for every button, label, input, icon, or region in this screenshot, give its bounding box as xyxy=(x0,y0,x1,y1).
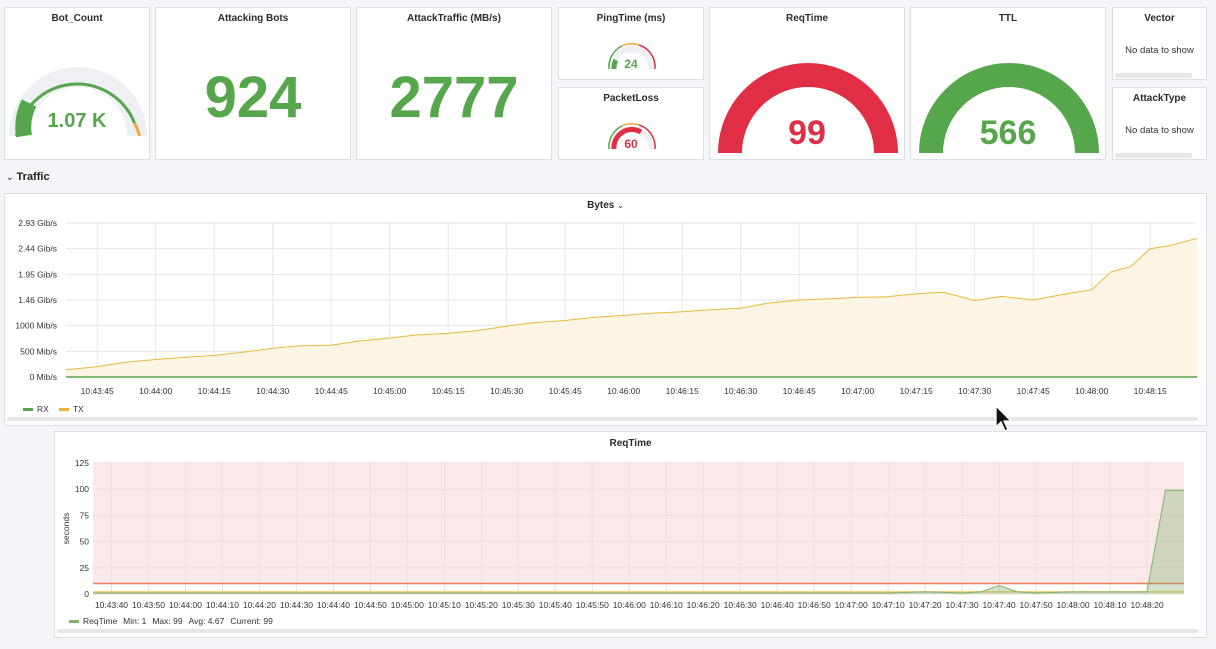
chevron-down-icon: ⌄ xyxy=(6,172,14,182)
attacking-bots-panel[interactable]: Attacking Bots 924 xyxy=(155,7,351,160)
legend-current: Current: 99 xyxy=(230,616,273,626)
req-time-panel[interactable]: ReqTime 99 xyxy=(709,7,905,160)
panel-title: Bot_Count xyxy=(51,13,103,24)
attack-traffic-panel[interactable]: AttackTraffic (MB/s) 2777 xyxy=(356,7,552,160)
panel-title: TTL xyxy=(998,13,1018,24)
legend-item-tx[interactable]: TX xyxy=(58,404,84,414)
packet-loss-value: 60 xyxy=(624,137,638,151)
no-data-message: No data to show xyxy=(1125,45,1194,56)
bot-count-panel[interactable]: Bot_Count 1.07 K xyxy=(4,7,150,160)
ttl-panel[interactable]: TTL 566 xyxy=(910,7,1106,160)
row-title-label: Traffic xyxy=(16,171,50,183)
bot-count-value: 1.07 K xyxy=(47,110,107,132)
bytes-title-label: Bytes xyxy=(587,200,615,211)
horizontal-scrollbar[interactable] xyxy=(1115,153,1192,158)
panel-title: AttackTraffic (MB/s) xyxy=(407,13,501,24)
panel-title: Vector xyxy=(1144,13,1175,24)
vector-panel[interactable]: Vector No data to show xyxy=(1112,7,1207,80)
req-time-gauge xyxy=(718,63,898,154)
chevron-down-icon: ⌄ xyxy=(617,201,624,210)
no-data-message: No data to show xyxy=(1125,125,1194,136)
horizontal-scrollbar[interactable] xyxy=(7,417,1198,421)
legend-item-rx[interactable]: RX xyxy=(23,404,49,414)
legend-max: Max: 99 xyxy=(152,616,183,626)
attack-type-panel[interactable]: AttackType No data to show xyxy=(1112,87,1207,160)
legend-min: Min: 1 xyxy=(123,616,147,626)
legend-swatch xyxy=(58,407,69,411)
ping-time-panel[interactable]: PingTime (ms) 24 xyxy=(558,7,704,80)
horizontal-scrollbar[interactable] xyxy=(1115,73,1192,78)
row-traffic[interactable]: ⌄ Traffic xyxy=(6,171,50,183)
packet-loss-panel[interactable]: PacketLoss 60 xyxy=(558,87,704,160)
packet-loss-gauge xyxy=(608,123,656,150)
bot-count-gauge xyxy=(9,67,147,138)
reqtime-legend: ReqTime Min: 1 Max: 99 Avg: 4.67 Current… xyxy=(69,616,283,626)
horizontal-scrollbar[interactable] xyxy=(57,629,1198,633)
legend-avg: Avg: 4.67 xyxy=(188,616,225,626)
legend-item-reqtime[interactable]: ReqTime Min: 1 Max: 99 Avg: 4.67 Current… xyxy=(69,616,273,626)
panel-title: PacketLoss xyxy=(603,93,659,104)
reqtime-graph-panel[interactable]: ReqTime ReqTime Min: 1 Max: 99 Avg: 4.67… xyxy=(54,431,1207,638)
legend-label: ReqTime xyxy=(83,616,118,626)
panel-title[interactable]: Bytes ⌄ xyxy=(5,200,1206,211)
attack-traffic-value: 2777 xyxy=(389,65,519,130)
attacking-bots-value: 924 xyxy=(204,65,302,130)
panel-title: ReqTime xyxy=(609,438,652,449)
bytes-legend: RX TX xyxy=(23,404,94,414)
panel-title: AttackType xyxy=(1132,93,1187,104)
mouse-cursor-icon xyxy=(995,405,1013,432)
req-time-value: 99 xyxy=(788,114,826,152)
panel-title: ReqTime xyxy=(785,13,829,24)
ttl-value: 566 xyxy=(979,114,1037,152)
legend-swatch xyxy=(23,407,33,411)
panel-title: PingTime (ms) xyxy=(596,13,666,24)
ttl-gauge xyxy=(919,63,1099,154)
panel-title: Attacking Bots xyxy=(217,13,289,24)
bytes-graph-panel[interactable]: Bytes ⌄ RX TX xyxy=(4,193,1207,426)
ping-time-gauge xyxy=(608,43,656,70)
legend-swatch xyxy=(69,619,79,623)
legend-label: TX xyxy=(72,404,84,414)
legend-label: RX xyxy=(37,404,49,414)
ping-time-value: 24 xyxy=(624,57,638,71)
